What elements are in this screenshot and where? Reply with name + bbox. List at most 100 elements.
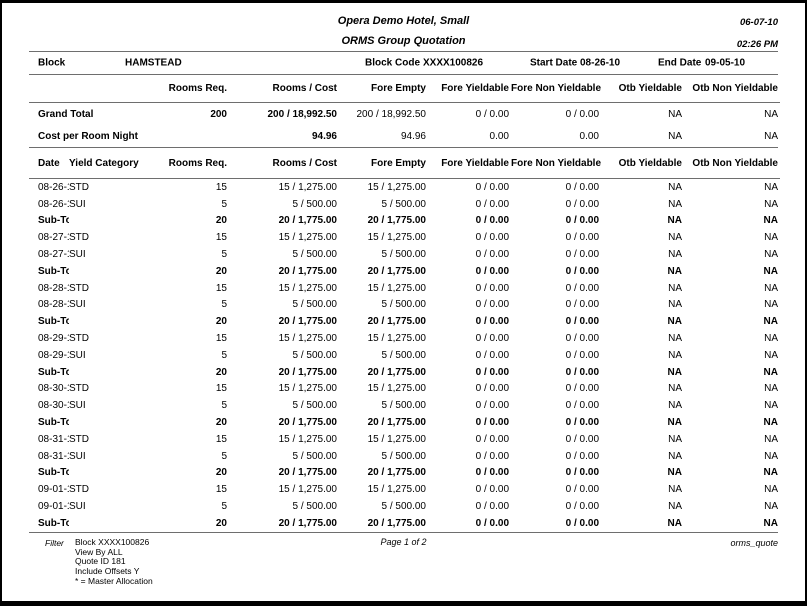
table-cell: 20 / 1,775.00 [278, 215, 337, 227]
table-cell: NA [764, 282, 778, 294]
table-cell: NA [764, 181, 778, 193]
table-cell: 15 / 1,275.00 [367, 181, 426, 193]
yield-category-cell: STD [69, 433, 89, 445]
table-cell: NA [763, 517, 778, 529]
table-cell: 0 / 0.00 [475, 282, 509, 294]
table-cell: 0 / 0.00 [475, 181, 509, 193]
date-cell: 08-26-10 [38, 181, 69, 193]
table-cell: 0 / 0.00 [565, 349, 599, 361]
page-title: Opera Demo Hotel, Small [337, 15, 470, 27]
table-cell: 200 [210, 108, 227, 120]
table-cell: 15 / 1,275.00 [278, 433, 337, 445]
table-row: 08-27-10 STD 15 15 / 1,275.00 15 / 1,275… [29, 229, 780, 246]
table-cell: NA [668, 198, 682, 210]
table-cell: NA [667, 265, 682, 277]
table-cell: 15 [215, 433, 227, 445]
table-row: 08-28-10 SUI 5 5 / 500.00 5 / 500.00 0 /… [29, 297, 780, 314]
report-header: Opera Demo Hotel, Small ORMS Group Quota… [29, 3, 778, 51]
column-header: Fore Non Yieldable [511, 148, 601, 179]
end-date-label: End Date [658, 57, 702, 69]
detail-header-row: Date Yield Category Rooms Req. Rooms / C… [29, 148, 780, 179]
table-cell: 15 / 1,275.00 [367, 433, 426, 445]
table-row: Sub-Total 20 20 / 1,775.00 20 / 1,775.00… [29, 263, 780, 280]
grand-total-row: Grand Total 200 200 / 18,992.50 200 / 18… [29, 103, 780, 126]
table-cell: 200 / 18,992.50 [356, 108, 426, 120]
table-cell: 5 [221, 299, 227, 311]
table-cell: 0 / 0.00 [565, 198, 599, 210]
table-cell: 5 / 500.00 [381, 198, 426, 210]
table-cell: NA [668, 232, 682, 244]
yield-category-cell: SUI [69, 198, 86, 210]
date-cell: 08-31-10 [38, 433, 69, 445]
column-header: Fore Empty [339, 75, 428, 103]
table-cell: 20 [215, 215, 227, 227]
table-cell: 5 / 500.00 [381, 400, 426, 412]
table-cell: 0 / 0.00 [475, 433, 509, 445]
table-cell: 5 / 500.00 [292, 249, 337, 261]
yield-category-cell: STD [69, 383, 89, 395]
start-date-value: 08-26-10 [580, 57, 621, 69]
table-cell: 0 / 0.00 [565, 433, 599, 445]
table-cell: 20 / 1,775.00 [278, 517, 337, 529]
table-cell: 20 / 1,775.00 [367, 467, 426, 479]
table-cell: NA [668, 299, 682, 311]
yield-category-cell: STD [69, 232, 89, 244]
report-footer: Filter Block XXXX100826 View By ALL Quot… [29, 533, 778, 589]
table-cell: 5 / 500.00 [292, 400, 337, 412]
yield-category-cell: SUI [69, 501, 86, 513]
table-cell: 0 / 0.00 [475, 265, 509, 277]
table-cell: 0 / 0.00 [565, 232, 599, 244]
column-header: Rooms / Cost [229, 75, 339, 103]
table-cell: 20 [215, 517, 227, 529]
table-cell: 20 / 1,775.00 [278, 316, 337, 328]
table-cell: 20 / 1,775.00 [278, 417, 337, 429]
table-cell: 0 / 0.00 [565, 316, 599, 328]
table-cell: 5 / 500.00 [292, 299, 337, 311]
divider [29, 147, 778, 148]
table-cell: 20 / 1,775.00 [278, 366, 337, 378]
table-row: 09-01-10 SUI 5 5 / 500.00 5 / 500.00 0 /… [29, 498, 780, 515]
table-cell: 0 / 0.00 [565, 265, 599, 277]
table-cell: 0 / 0.00 [565, 108, 599, 120]
table-cell: 20 / 1,775.00 [367, 215, 426, 227]
table-cell: 20 / 1,775.00 [278, 265, 337, 277]
table-cell: 0 / 0.00 [475, 383, 509, 395]
table-cell: NA [668, 383, 682, 395]
date-cell: 08-29-10 [38, 333, 69, 345]
column-header: Otb Non Yieldable [684, 148, 780, 179]
table-cell: NA [764, 349, 778, 361]
table-cell: 0 / 0.00 [475, 215, 509, 227]
report-time: 02:26 PM [736, 39, 778, 50]
table-cell: 5 [221, 400, 227, 412]
table-cell: 0 / 0.00 [475, 349, 509, 361]
filter-line: * = Master Allocation [75, 575, 153, 586]
table-cell: 20 [215, 467, 227, 479]
table-row: Sub-Total 20 20 / 1,775.00 20 / 1,775.00… [29, 364, 780, 381]
table-cell: 15 [215, 333, 227, 345]
yield-category-cell [69, 364, 141, 381]
cost-per-room-night-row: Cost per Room Night 94.96 94.96 0.00 0.0… [29, 125, 780, 147]
table-row: Sub-Total 20 20 / 1,775.00 20 / 1,775.00… [29, 313, 780, 330]
block-code-label: Block Code [365, 57, 421, 69]
date-cell: Sub-Total [38, 265, 69, 277]
report-name: orms_quote [730, 537, 778, 548]
table-cell: NA [763, 417, 778, 429]
divider [29, 74, 778, 75]
column-header: Fore Empty [339, 148, 428, 179]
column-header: Rooms Req. [141, 148, 229, 179]
table-cell: 0 / 0.00 [475, 249, 509, 261]
report-date: 06-07-10 [739, 17, 778, 28]
table-row: 08-31-10 STD 15 15 / 1,275.00 15 / 1,275… [29, 431, 780, 448]
yield-category-cell: SUI [69, 450, 86, 462]
table-cell: 15 / 1,275.00 [367, 282, 426, 294]
table-cell: 20 / 1,775.00 [367, 366, 426, 378]
table-cell: 20 [215, 366, 227, 378]
table-cell: 0 / 0.00 [475, 467, 509, 479]
table-row: 08-26-10 SUI 5 5 / 500.00 5 / 500.00 0 /… [29, 196, 780, 213]
table-cell: 15 / 1,275.00 [278, 181, 337, 193]
table-cell: 5 / 500.00 [381, 249, 426, 261]
table-cell: NA [668, 501, 682, 513]
date-cell: 08-27-10 [38, 232, 69, 244]
table-cell: NA [668, 484, 682, 496]
yield-category-cell: SUI [69, 400, 86, 412]
